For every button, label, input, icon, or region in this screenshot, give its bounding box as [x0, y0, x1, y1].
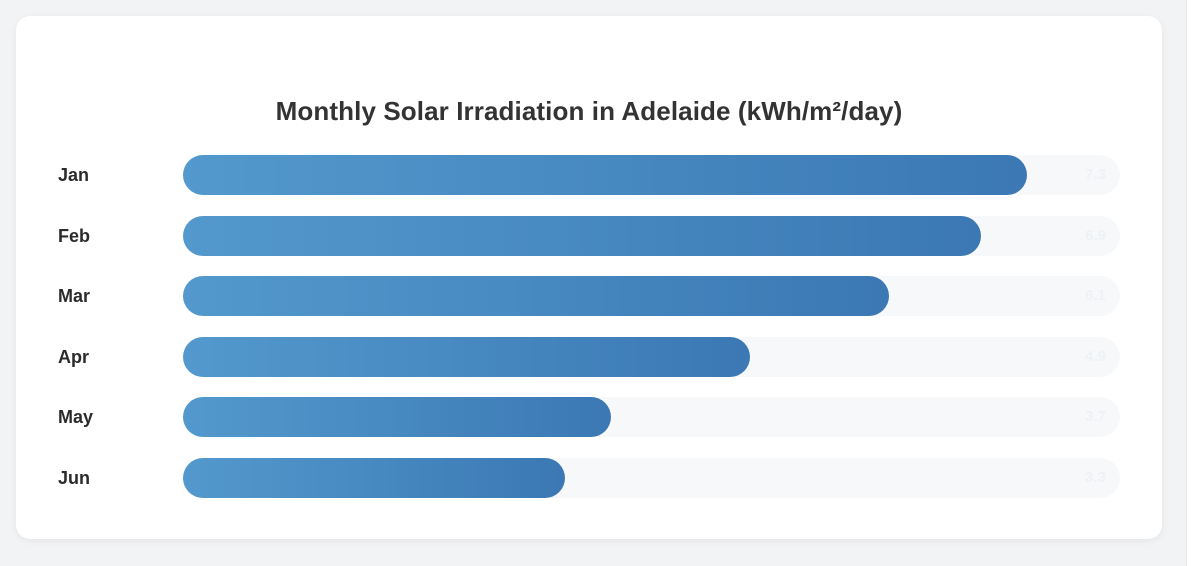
category-label: Mar	[58, 286, 91, 306]
value-label: 7.3	[1085, 166, 1106, 183]
bar-track: 4.9	[183, 336, 1120, 377]
bar-track: 7.3	[183, 155, 1120, 195]
bar-track: 3.7	[183, 397, 1120, 437]
category-label: Feb	[58, 225, 91, 246]
value-label: 6.9	[1085, 226, 1106, 244]
bar-track: 3.3	[183, 457, 1120, 498]
value-label: 4.9	[1085, 347, 1106, 365]
bar-row-may: May 3.7	[0, 397, 1178, 437]
bar-track: 6.1	[183, 276, 1120, 316]
bar-feb	[183, 215, 981, 256]
bar-apr	[183, 336, 750, 377]
bar-row-jan: Jan 7.3	[0, 155, 1178, 195]
bar-mar	[183, 276, 889, 316]
chart-title: Monthly Solar Irradiation in Adelaide (k…	[275, 96, 903, 126]
bar-row-mar: Mar 6.1	[0, 276, 1178, 316]
category-label: Apr	[58, 346, 89, 367]
category-label: May	[58, 407, 94, 427]
value-label: 3.7	[1085, 408, 1106, 425]
bar-row-jun: Jun 3.3	[0, 457, 1178, 498]
side-panel-edge	[1186, 0, 1200, 566]
value-label: 3.3	[1085, 468, 1106, 486]
bar-row-apr: Apr 4.9	[0, 336, 1178, 377]
value-label: 6.1	[1085, 287, 1106, 304]
category-label: Jan	[58, 165, 90, 185]
bar-jan	[183, 155, 1027, 195]
bar-jun	[183, 457, 565, 498]
bar-row-feb: Feb 6.9	[0, 215, 1178, 256]
bar-may	[183, 397, 611, 437]
category-label: Jun	[58, 467, 91, 488]
bar-track: 6.9	[183, 215, 1120, 256]
